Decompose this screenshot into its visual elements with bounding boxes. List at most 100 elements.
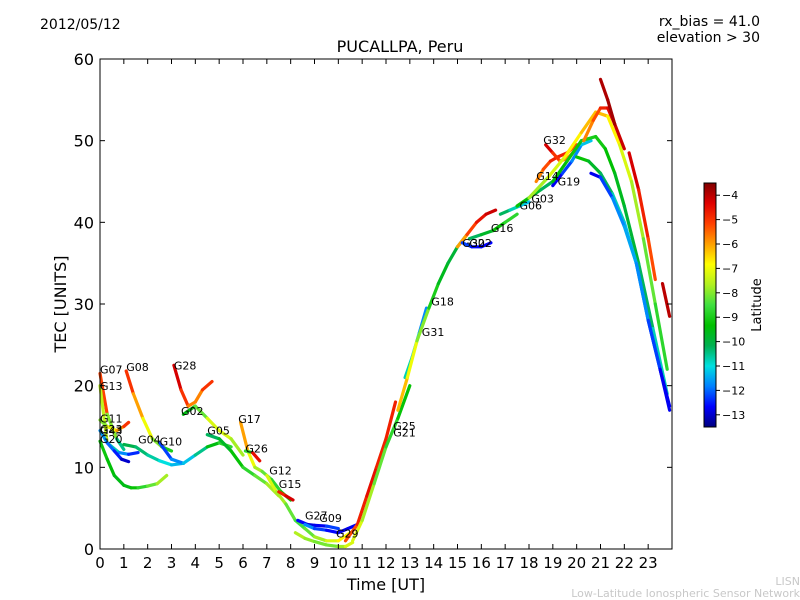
series-g11 xyxy=(98,418,131,433)
x-tick-label: 3 xyxy=(167,554,177,572)
series-segment xyxy=(527,175,550,200)
satellite-label: G14 xyxy=(536,170,559,183)
series-segment xyxy=(193,445,209,457)
series-segment xyxy=(158,459,174,467)
series-segment xyxy=(98,384,109,445)
colorbar-tick-label: −12 xyxy=(722,384,745,397)
series-segment xyxy=(582,118,595,143)
series-segment xyxy=(551,171,565,188)
series-segment xyxy=(270,478,283,494)
x-tick-label: 9 xyxy=(310,554,320,572)
series-segment xyxy=(303,536,317,544)
series-segment xyxy=(415,306,431,343)
satellite-label: G15 xyxy=(279,478,302,491)
series-segment xyxy=(613,122,626,151)
series-g28 xyxy=(172,363,214,408)
series-segment xyxy=(594,135,607,151)
series-segment xyxy=(436,261,450,286)
series-segment xyxy=(465,220,479,237)
series-segment xyxy=(586,159,603,175)
series-segment xyxy=(181,453,197,465)
series-segment xyxy=(98,429,109,445)
series-segment xyxy=(634,261,650,322)
footer-credit-full: Low-Latitude Ionospheric Sensor Network xyxy=(571,587,800,600)
series-g05 xyxy=(205,433,281,498)
x-tick-label: 8 xyxy=(286,554,296,572)
series-segment xyxy=(131,392,145,420)
x-axis-label: Time [UT] xyxy=(346,575,425,594)
colorbar-tick-label: −7 xyxy=(722,262,738,275)
series-segment xyxy=(98,418,109,429)
series-segment xyxy=(136,484,150,490)
series-segment xyxy=(146,482,159,488)
satellite-label: G17 xyxy=(238,413,261,426)
series-segment xyxy=(355,494,369,527)
satellite-label: G16 xyxy=(491,222,514,235)
chart-title: PUCALLPA, Peru xyxy=(336,37,464,56)
series-segment xyxy=(253,473,269,486)
satellite-label: G10 xyxy=(160,435,183,448)
colorbar-tick-label: −5 xyxy=(722,214,738,227)
y-tick-label: 40 xyxy=(74,213,94,232)
series-segment xyxy=(229,449,245,469)
series-segment xyxy=(193,388,205,404)
x-tick-label: 0 xyxy=(95,554,105,572)
series-segment xyxy=(312,526,328,532)
x-tick-label: 1 xyxy=(119,554,129,572)
series-segment xyxy=(613,171,626,208)
series-segment xyxy=(134,445,150,457)
satellite-label: G30 xyxy=(462,237,485,250)
y-tick-label: 60 xyxy=(74,50,94,69)
x-tick-label: 17 xyxy=(496,554,515,572)
series-segment xyxy=(105,457,116,478)
series-segment xyxy=(312,535,328,543)
footer-credit-short: LISN xyxy=(775,575,800,588)
series-segment xyxy=(303,526,317,539)
series-segment xyxy=(193,404,209,420)
series-segment xyxy=(579,139,593,147)
series-segment xyxy=(384,400,398,441)
series-segment xyxy=(274,490,288,506)
x-tick-label: 12 xyxy=(376,554,395,572)
satellite-label: G27 xyxy=(305,510,328,523)
series-segment xyxy=(475,212,488,224)
colorbar-tick-label: −9 xyxy=(722,311,738,324)
series-segment xyxy=(117,451,131,456)
series-segment xyxy=(627,151,641,192)
series-layer xyxy=(98,77,672,549)
series-segment xyxy=(396,375,409,412)
series-segment xyxy=(570,143,584,163)
series-track-33 xyxy=(589,171,672,412)
satellite-label: G03 xyxy=(531,193,554,206)
series-segment xyxy=(303,522,317,531)
series-segment xyxy=(336,531,352,543)
y-tick-label: 10 xyxy=(74,458,94,477)
series-segment xyxy=(479,241,493,249)
series-segment xyxy=(544,143,555,155)
series-segment xyxy=(239,420,250,453)
series-segment xyxy=(606,98,617,126)
series-segment xyxy=(141,416,154,441)
colorbar: −4 −5 −6 −7 −8 −9 −10 −11 −12 −13 Latitude xyxy=(703,182,765,428)
series-g29 xyxy=(293,531,355,549)
series-segment xyxy=(265,473,278,494)
series-segment xyxy=(427,282,440,310)
series-g19 xyxy=(551,139,593,188)
series-segment xyxy=(200,380,214,392)
y-tick-label: 30 xyxy=(74,295,94,314)
series-segment xyxy=(646,237,657,282)
series-segment xyxy=(589,171,603,179)
series-segment xyxy=(360,482,376,523)
satellite-label: G18 xyxy=(431,296,454,309)
y-axis-label: TEC [UNITS] xyxy=(51,256,70,354)
series-g12 xyxy=(265,473,352,543)
series-segment xyxy=(205,433,221,441)
series-segment xyxy=(158,441,174,461)
series-segment xyxy=(155,473,169,486)
series-segment xyxy=(546,155,567,179)
series-segment xyxy=(396,384,412,420)
x-tick-label: 16 xyxy=(472,554,491,572)
series-segment xyxy=(517,200,531,208)
series-segment xyxy=(551,159,569,184)
